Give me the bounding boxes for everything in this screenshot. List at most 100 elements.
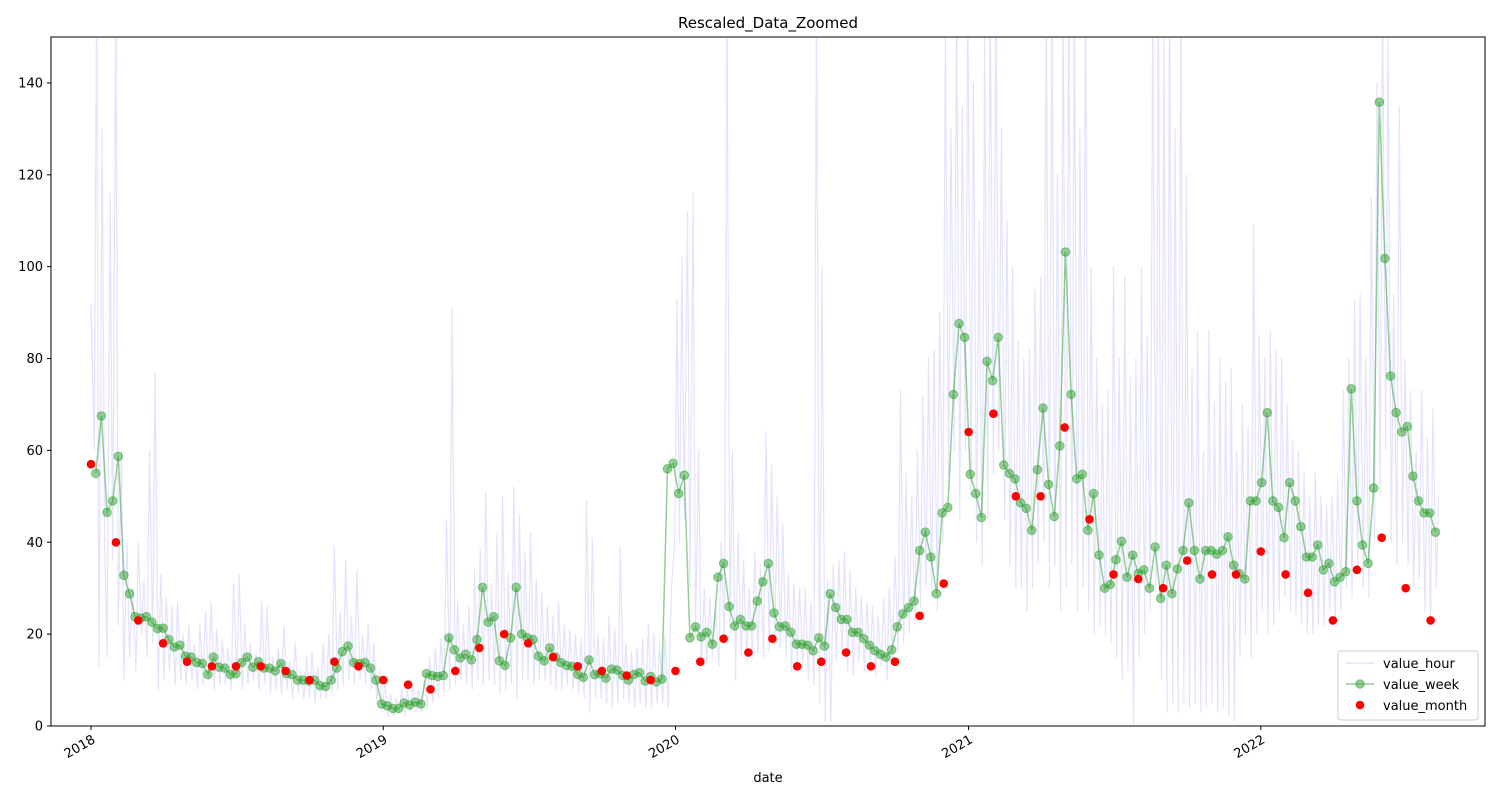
- point-value-week-62: [438, 670, 449, 681]
- point-value-week-167: [1027, 525, 1037, 536]
- x-tick-label-2019: 2019: [354, 732, 390, 762]
- point-value-week-143: [892, 622, 903, 632]
- point-value-week-201: [1217, 545, 1228, 556]
- plot-frame: [50, 36, 1486, 727]
- point-value-month-2: [134, 616, 143, 625]
- point-value-month-39: [1036, 492, 1045, 501]
- point-value-month-6: [231, 662, 241, 671]
- point-value-week-207: [1251, 496, 1261, 506]
- y-tick-label-40: 40: [26, 536, 43, 551]
- point-value-week-147: [914, 545, 925, 556]
- point-value-week-23: [219, 663, 230, 673]
- point-value-week-66: [460, 649, 471, 660]
- point-value-week-71: [489, 611, 499, 622]
- point-value-month-27: [744, 648, 753, 657]
- point-value-week-183: [1116, 536, 1127, 547]
- point-value-week-182: [1111, 554, 1121, 565]
- point-value-month-51: [1328, 616, 1338, 625]
- point-value-week-144: [898, 609, 908, 619]
- point-value-week-115: [735, 614, 746, 625]
- y-axis: 0 20 40 60 80 100 120 140: [18, 76, 51, 735]
- point-value-week-81: [545, 643, 555, 653]
- point-value-month-1: [111, 538, 121, 547]
- point-value-week-185: [1127, 550, 1138, 560]
- point-value-week-168: [1032, 464, 1043, 475]
- point-value-week-128: [808, 645, 819, 656]
- point-value-month-36: [964, 427, 973, 437]
- point-value-week-134: [842, 614, 852, 625]
- point-value-week-184: [1122, 572, 1132, 583]
- point-value-week-42: [326, 675, 337, 685]
- point-value-week-142: [886, 645, 897, 655]
- point-value-week-101: [657, 674, 667, 684]
- point-value-week-2: [102, 507, 112, 518]
- point-value-month-24: [671, 666, 680, 676]
- point-value-week-214: [1290, 496, 1300, 506]
- point-value-week-229: [1374, 97, 1385, 107]
- legend-label-value-week: value_week: [1383, 678, 1460, 693]
- y-tick-label-120: 120: [18, 168, 43, 183]
- point-value-month-8: [281, 666, 290, 676]
- point-value-month-29: [792, 662, 802, 671]
- y-tick-label-20: 20: [26, 628, 43, 643]
- point-value-week-12: [158, 623, 168, 634]
- legend-label-value-month: value_month: [1383, 699, 1467, 714]
- point-value-week-5: [119, 570, 129, 581]
- point-value-week-70: [483, 617, 494, 628]
- point-value-month-16: [475, 643, 484, 653]
- point-value-month-25: [696, 657, 705, 666]
- y-tick-label-60: 60: [26, 444, 43, 459]
- point-value-month-30: [816, 657, 826, 666]
- point-value-week-177: [1083, 525, 1093, 536]
- point-value-week-107: [690, 622, 701, 632]
- point-value-week-119: [758, 577, 768, 587]
- point-value-week-191: [1161, 560, 1172, 571]
- point-value-week-120: [763, 558, 774, 569]
- point-value-week-170: [1043, 479, 1054, 490]
- point-value-week-213: [1284, 477, 1295, 488]
- point-value-week-165: [1015, 498, 1026, 508]
- point-value-month-15: [451, 666, 460, 676]
- point-value-week-196: [1189, 545, 1200, 556]
- point-value-week-64: [449, 645, 460, 655]
- point-value-week-156: [965, 469, 976, 480]
- point-value-week-205: [1240, 574, 1250, 584]
- point-value-week-32: [270, 666, 281, 676]
- point-value-week-197: [1195, 574, 1205, 584]
- point-value-week-111: [713, 572, 723, 583]
- point-value-week-130: [819, 641, 830, 651]
- point-value-week-157: [971, 488, 981, 499]
- point-value-week-127: [802, 640, 813, 651]
- point-value-week-208: [1256, 477, 1267, 488]
- point-value-week-181: [1105, 579, 1116, 590]
- point-value-month-7: [256, 662, 266, 671]
- point-value-month-43: [1134, 574, 1143, 584]
- point-value-week-226: [1357, 540, 1368, 550]
- point-value-week-19: [197, 658, 208, 669]
- point-value-month-44: [1158, 583, 1168, 593]
- point-value-week-67: [466, 655, 477, 665]
- plot-area: [86, 37, 1441, 726]
- point-value-month-18: [523, 639, 533, 648]
- point-value-week-15: [175, 640, 185, 651]
- point-value-week-0: [91, 468, 101, 479]
- point-value-week-136: [853, 627, 863, 638]
- point-value-week-154: [954, 318, 964, 329]
- x-tick-label-2020: 2020: [646, 732, 682, 762]
- point-value-month-48: [1256, 547, 1266, 556]
- point-value-week-69: [477, 582, 488, 593]
- point-value-week-161: [993, 332, 1004, 343]
- point-value-week-169: [1038, 403, 1048, 413]
- point-value-month-19: [548, 652, 558, 662]
- point-value-week-54: [393, 703, 404, 714]
- point-value-week-217: [1307, 552, 1317, 562]
- point-value-week-137: [858, 633, 869, 644]
- series-line-value-week: [95, 102, 1437, 710]
- point-value-week-155: [959, 332, 970, 343]
- point-value-week-210: [1268, 496, 1278, 506]
- point-value-week-41: [320, 681, 331, 692]
- point-value-week-231: [1385, 371, 1396, 381]
- point-value-week-124: [786, 627, 796, 638]
- point-value-week-6: [124, 588, 135, 599]
